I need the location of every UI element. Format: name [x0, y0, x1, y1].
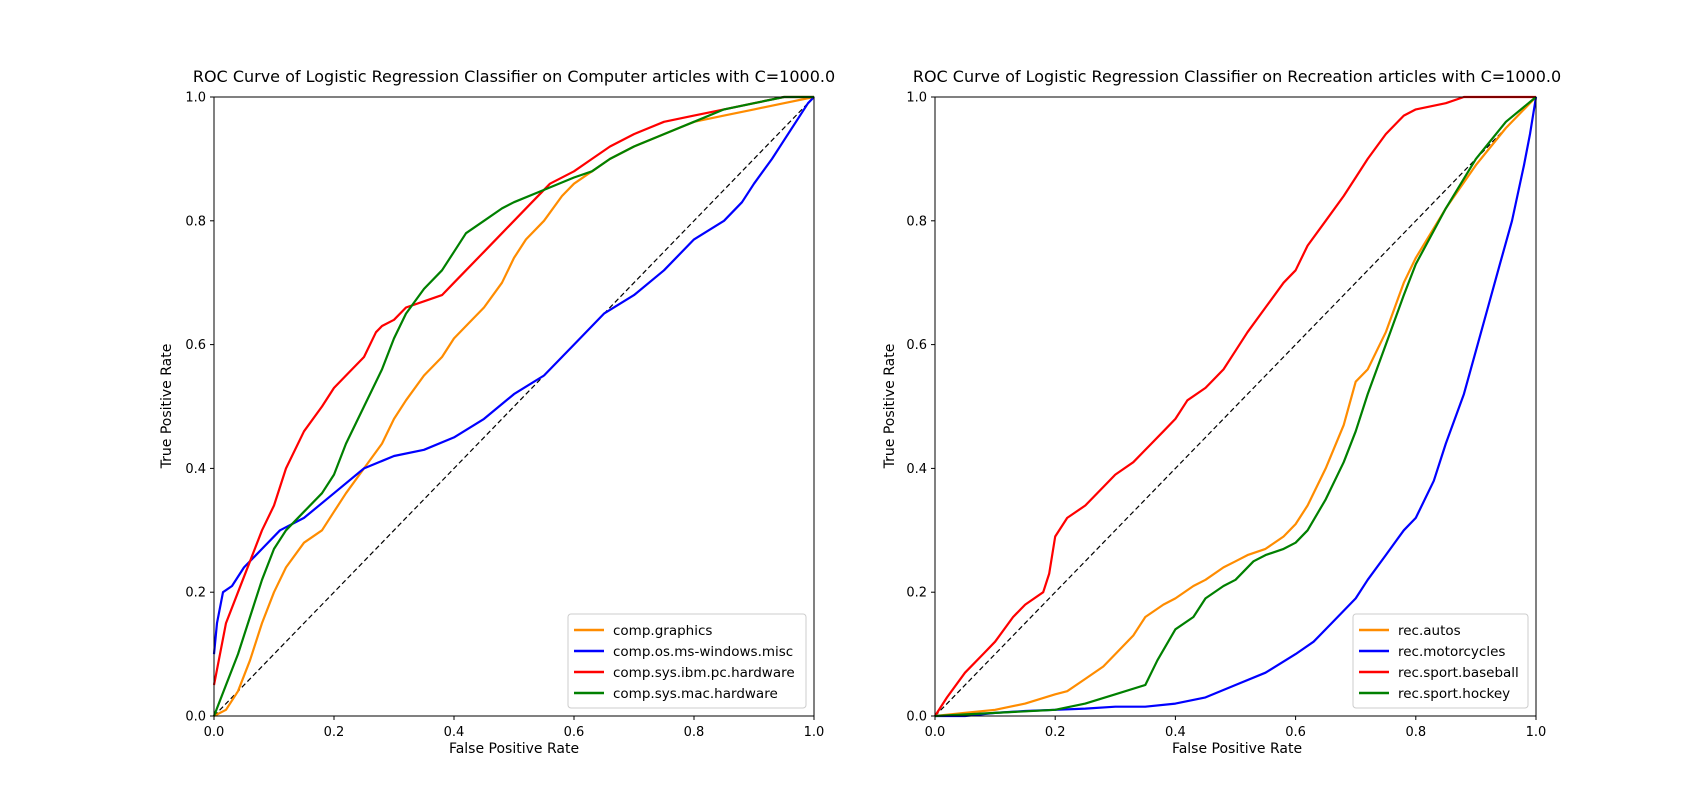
series-line-1 [935, 96, 1538, 718]
chart-recreation: ROC Curve of Logistic Regression Classif… [882, 67, 1561, 757]
y-tick-label: 1.0 [906, 91, 927, 106]
y-tick-label: 1.0 [185, 91, 206, 106]
x-tick-label: 0.8 [684, 725, 705, 740]
legend-label: comp.sys.ibm.pc.hardware [613, 665, 795, 681]
y-tick-label: 0.8 [185, 214, 206, 229]
x-tick-label: 0.6 [1285, 725, 1306, 740]
x-tick-label: 0.4 [1165, 725, 1186, 740]
series-line-3 [934, 96, 1537, 718]
plot-area: 0.0 0.2 0.4 0.6 0.8 1.0 0.0 0.2 0.4 0.6 0.8 1.0 comp… [185, 91, 824, 741]
series-line-2 [934, 95, 1536, 717]
legend-label: rec.motorcycles [1398, 644, 1505, 660]
x-axis-label: False Positive Rate [1172, 741, 1302, 757]
legend-box [567, 613, 807, 709]
legend-label: comp.os.ms-windows.misc [613, 644, 793, 660]
series-line-3 [212, 95, 814, 717]
y-tick-label: 0.4 [185, 462, 206, 477]
x-tick-label: 0.2 [324, 725, 345, 740]
x-tick-label: 0.0 [925, 725, 946, 740]
y-tick-label: 0.4 [906, 462, 927, 477]
series-line-2 [212, 95, 814, 686]
legend: rec.autos rec.motorcycles rec.sport.baseba… [1352, 613, 1529, 709]
y-tick-label: 0.6 [906, 338, 927, 353]
plot-area: 0.0 0.2 0.4 0.6 0.8 1.0 0.0 0.2 0.4 0.6 0.8 1.0 rec.… [906, 91, 1546, 741]
y-tick-label: 0.2 [906, 586, 927, 601]
x-tick-label: 0.6 [564, 725, 585, 740]
chart-title: ROC Curve of Logistic Regression Classif… [913, 67, 1561, 86]
x-tick-label: 0.4 [444, 725, 465, 740]
y-axis-label: True Positive Rate [882, 344, 898, 470]
x-tick-label: 1.0 [1526, 725, 1547, 740]
legend-label: rec.sport.hockey [1398, 686, 1510, 702]
y-axis-label: True Positive Rate [159, 344, 175, 470]
y-tick-label: 0.0 [906, 710, 927, 725]
y-tick-label: 0.8 [906, 214, 927, 229]
x-tick-label: 0.0 [204, 725, 225, 740]
x-axis-label: False Positive Rate [449, 741, 579, 757]
chart-title: ROC Curve of Logistic Regression Classif… [193, 67, 835, 86]
plot-frame [934, 96, 1537, 717]
y-tick-label: 0.0 [185, 710, 206, 725]
x-tick-label: 1.0 [804, 725, 825, 740]
legend-label: rec.sport.baseball [1398, 665, 1519, 681]
y-tick-label: 0.6 [185, 338, 206, 353]
legend-label: comp.graphics [613, 623, 712, 639]
legend-label: comp.sys.mac.hardware [613, 686, 778, 702]
series-line-0 [934, 96, 1537, 718]
legend-label: rec.autos [1398, 623, 1461, 639]
y-tick-label: 0.2 [185, 586, 206, 601]
x-tick-label: 0.2 [1045, 725, 1066, 740]
legend-box [1352, 613, 1529, 709]
legend: comp.graphics comp.os.ms-windows.misc comp… [567, 613, 807, 709]
x-tick-label: 0.8 [1405, 725, 1426, 740]
chart-computer: ROC Curve of Logistic Regression Classif… [159, 67, 835, 757]
series-line-1 [212, 96, 815, 655]
plot-frame [213, 96, 815, 717]
